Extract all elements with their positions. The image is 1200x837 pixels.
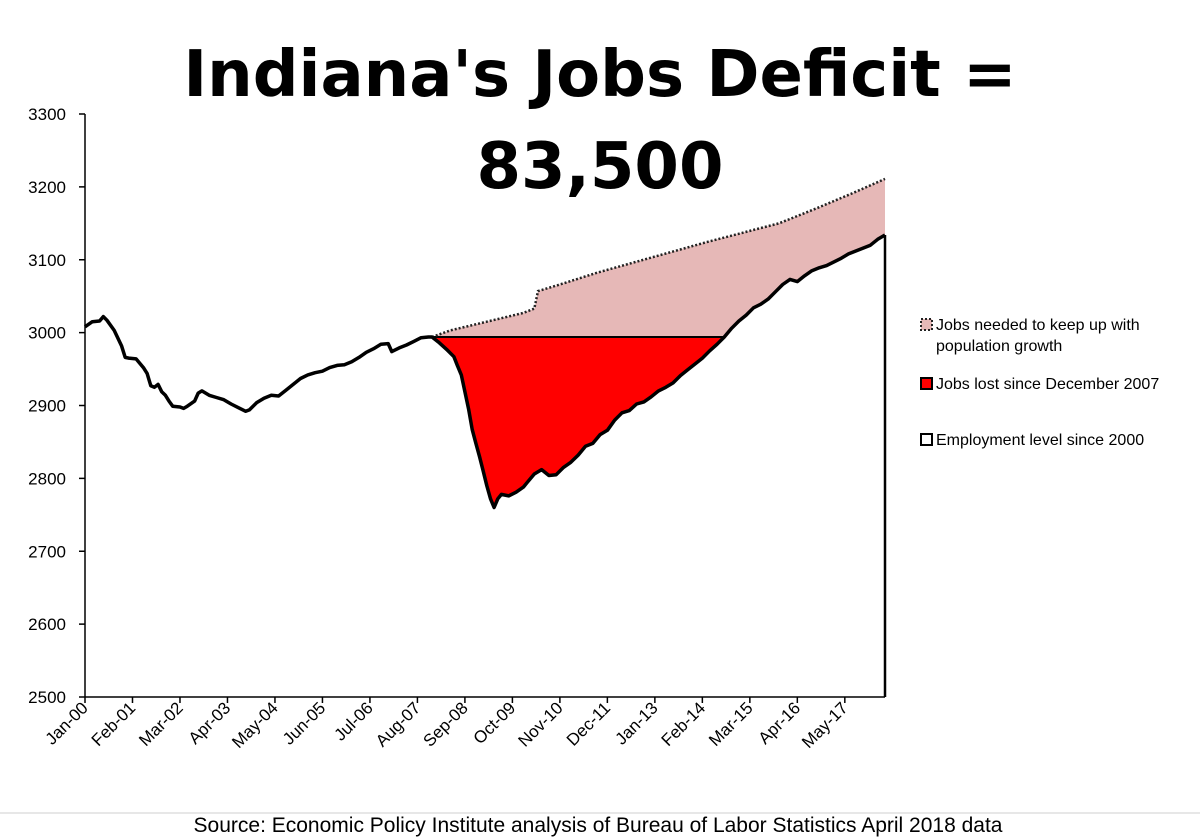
y-tick-label: 3000 bbox=[28, 324, 66, 343]
y-tick-label: 3100 bbox=[28, 251, 66, 270]
legend-label-jobs-lost: Jobs lost since December 2007 bbox=[936, 376, 1159, 393]
chart-title-line-2: 83,500 bbox=[477, 130, 724, 204]
y-axis-ticks: 2500 2600 2700 2800 2900 3000 3100 3200 3300 bbox=[28, 105, 85, 707]
y-tick-label: 2700 bbox=[28, 542, 66, 561]
jobs-needed-area bbox=[432, 178, 885, 337]
legend-label-jobs-needed-line-2: population growth bbox=[936, 338, 1062, 355]
source-footer-box bbox=[0, 813, 1200, 837]
legend-label-employment: Employment level since 2000 bbox=[936, 432, 1144, 449]
jobs-lost-area bbox=[432, 337, 725, 508]
y-tick-label: 3300 bbox=[28, 105, 66, 124]
y-tick-label: 2900 bbox=[28, 397, 66, 416]
y-tick-label: 3200 bbox=[28, 178, 66, 197]
legend-label-jobs-needed-line-1: Jobs needed to keep up with bbox=[936, 317, 1140, 334]
chart-title-line-1: Indiana's Jobs Deficit = bbox=[183, 38, 1016, 112]
y-tick-label: 2800 bbox=[28, 469, 66, 488]
legend-swatch-jobs-lost bbox=[920, 377, 933, 390]
y-tick-label: 2500 bbox=[28, 688, 66, 707]
jobs-needed-dotted-line bbox=[431, 177, 886, 339]
legend: Jobs needed to keep up with population g… bbox=[920, 317, 1159, 449]
y-tick-label: 2600 bbox=[28, 615, 66, 634]
legend-swatch-jobs-needed bbox=[920, 318, 933, 331]
plot-area bbox=[83, 177, 887, 697]
employment-line bbox=[83, 233, 886, 510]
legend-swatch-employment bbox=[920, 433, 933, 446]
source-note: Source: Economic Policy Institute analys… bbox=[194, 814, 1003, 837]
